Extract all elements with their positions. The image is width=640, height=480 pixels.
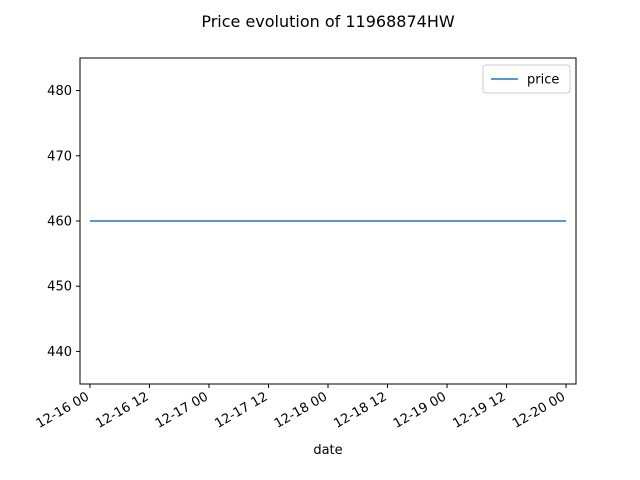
legend-label: price [527, 73, 559, 88]
y-tick-label: 450 [47, 280, 72, 295]
y-tick-label: 440 [47, 345, 72, 360]
chart-title: Price evolution of 11968874HW [201, 12, 455, 31]
legend-box [482, 64, 571, 94]
y-tick-label: 470 [47, 149, 72, 164]
y-tick-label: 460 [47, 215, 72, 230]
x-axis-label: date [313, 443, 342, 458]
y-tick-label: 480 [47, 84, 72, 99]
